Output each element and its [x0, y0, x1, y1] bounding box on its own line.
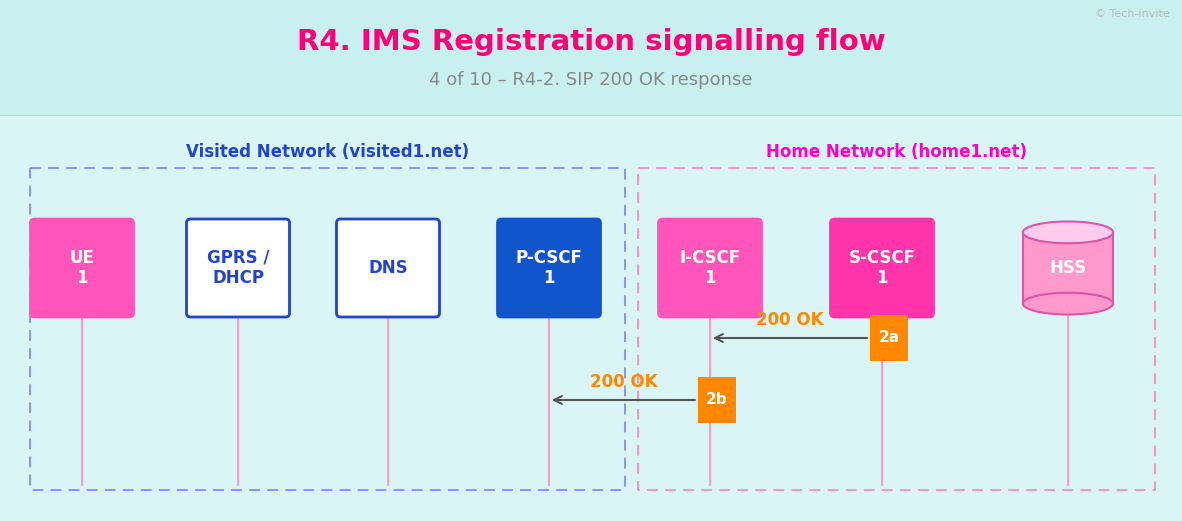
FancyBboxPatch shape [337, 219, 440, 317]
Text: DNS: DNS [368, 259, 408, 277]
Ellipse shape [1022, 293, 1113, 315]
Text: 4 of 10 – R4-2. SIP 200 OK response: 4 of 10 – R4-2. SIP 200 OK response [429, 71, 753, 89]
Text: 200 OK: 200 OK [590, 373, 657, 391]
Text: Visited Network (visited1.net): Visited Network (visited1.net) [186, 143, 469, 161]
Text: HSS: HSS [1050, 259, 1086, 277]
Bar [638, 168, 1155, 490]
Bar [870, 315, 908, 361]
Ellipse shape [1022, 221, 1113, 243]
FancyBboxPatch shape [658, 219, 761, 317]
Text: P-CSCF
1: P-CSCF 1 [515, 249, 583, 288]
Bar [697, 377, 736, 423]
Text: S-CSCF
1: S-CSCF 1 [849, 249, 916, 288]
Text: 200 OK: 200 OK [756, 311, 824, 329]
Bar [0, 0, 1182, 115]
Text: 2b: 2b [706, 392, 728, 407]
FancyBboxPatch shape [831, 219, 934, 317]
FancyBboxPatch shape [187, 219, 290, 317]
Bar [30, 168, 625, 490]
Text: Home Network (home1.net): Home Network (home1.net) [766, 143, 1027, 161]
Text: R4. IMS Registration signalling flow: R4. IMS Registration signalling flow [297, 28, 885, 56]
FancyBboxPatch shape [498, 219, 600, 317]
Text: GPRS /
DHCP: GPRS / DHCP [207, 249, 269, 288]
Bar [1022, 232, 1113, 304]
Text: I-CSCF
1: I-CSCF 1 [680, 249, 741, 288]
Text: 2a: 2a [878, 330, 900, 345]
Text: UE
1: UE 1 [70, 249, 95, 288]
FancyBboxPatch shape [31, 219, 134, 317]
Text: © Tech-invite: © Tech-invite [1096, 9, 1170, 19]
